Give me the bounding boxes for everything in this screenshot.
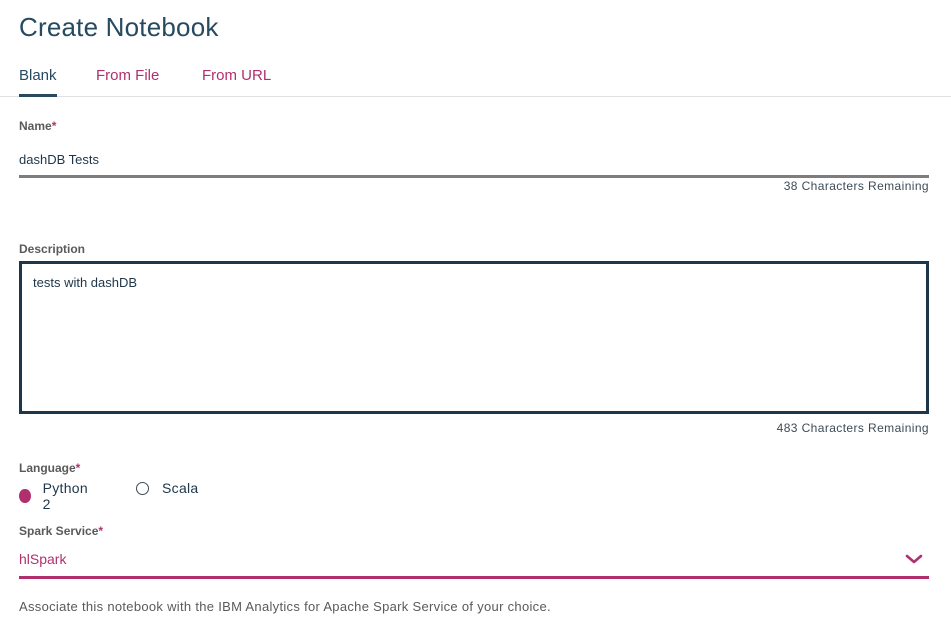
tab-from-url[interactable]: From URL	[202, 67, 272, 84]
radio-python-2[interactable]: Python 2	[19, 480, 90, 512]
description-label: Description	[19, 242, 86, 256]
radio-unchecked-icon	[136, 481, 149, 495]
spark-service-help-text: Associate this notebook with the IBM Ana…	[19, 599, 551, 614]
radio-label: Python 2	[42, 480, 88, 512]
description-textarea[interactable]: tests with dashDB	[19, 261, 929, 414]
radio-label: Scala	[162, 480, 199, 496]
name-input[interactable]	[19, 144, 929, 178]
spark-service-select[interactable]: hlSpark	[19, 545, 929, 579]
required-marker: *	[98, 524, 104, 538]
description-char-counter: 483 Characters Remaining	[776, 421, 929, 435]
required-marker: *	[51, 119, 57, 133]
language-label-text: Language	[19, 461, 76, 475]
tab-blank[interactable]: Blank	[19, 67, 57, 97]
name-label-text: Name	[19, 119, 52, 133]
spark-service-label-text: Spark Service	[19, 524, 99, 538]
tab-bar: Blank From File From URL	[0, 60, 951, 97]
name-label: Name*	[19, 119, 56, 133]
radio-scala[interactable]: Scala	[136, 480, 199, 496]
required-marker: *	[75, 461, 81, 475]
spark-service-selected-value: hlSpark	[19, 551, 67, 567]
tab-from-file[interactable]: From File	[96, 67, 160, 84]
radio-checked-icon	[19, 489, 31, 503]
spark-service-label: Spark Service*	[19, 524, 103, 538]
page-title: Create Notebook	[19, 12, 219, 42]
chevron-down-icon	[905, 554, 923, 564]
language-label: Language*	[19, 461, 80, 475]
name-char-counter: 38 Characters Remaining	[783, 179, 929, 193]
